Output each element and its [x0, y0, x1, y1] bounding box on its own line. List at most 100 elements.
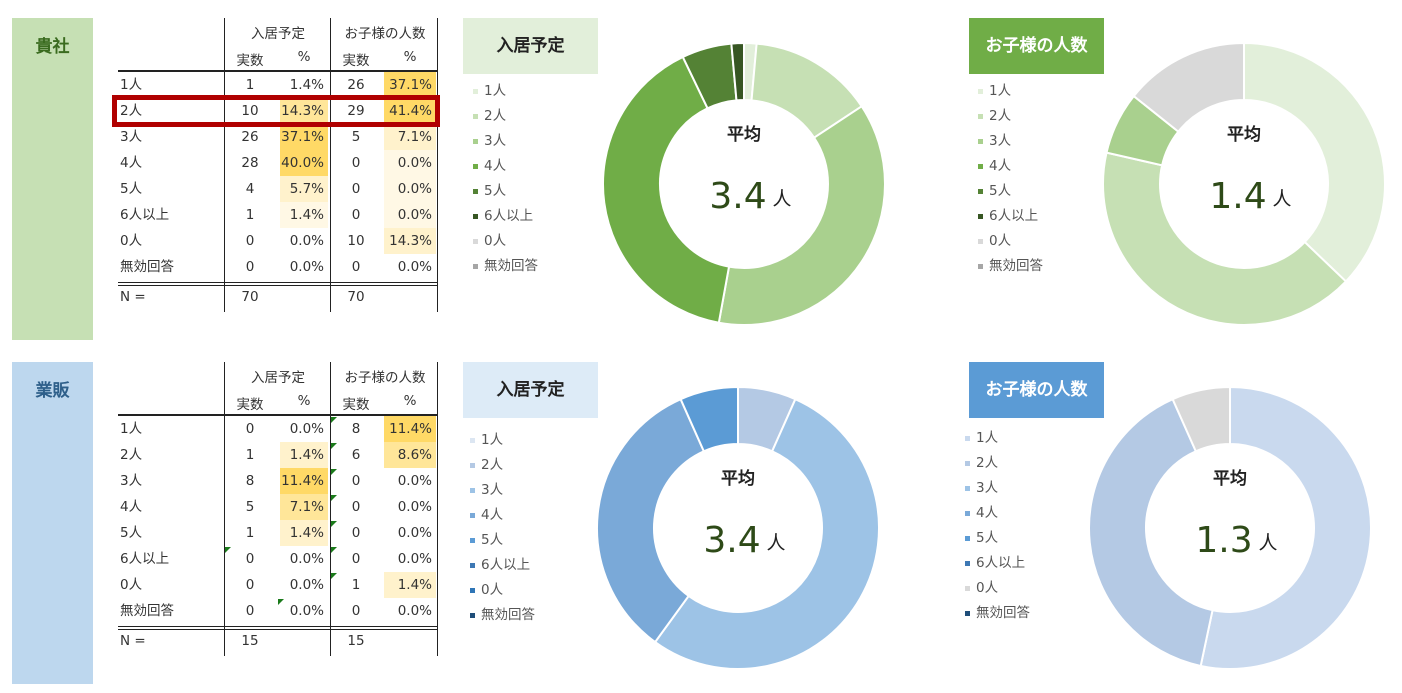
donut-chart: 平均 1.4 人 [1102, 41, 1386, 326]
cell-pct1: 1.4% [280, 442, 328, 468]
row-label: 4人 [120, 155, 143, 171]
legend-swatch [470, 437, 475, 443]
cell-pct1: 0.0% [289, 551, 324, 567]
table-row: 2人 10 14.3% 29 41.4% [118, 98, 438, 124]
legend-label: 1人 [976, 430, 999, 446]
cell-count2: 0 [351, 259, 361, 275]
comment-marker-icon [278, 599, 284, 605]
table-rule [118, 285, 438, 286]
legend-swatch [470, 512, 475, 518]
donut-slice [730, 41, 745, 102]
legend-label: 5人 [989, 183, 1012, 199]
table-kisha: 入居予定 お子様の人数 実数 % 実数 % 1人 1 1.4% 26 37.1%… [112, 18, 440, 318]
legend-label: 無効回答 [989, 258, 1043, 274]
header-pct: % [403, 393, 417, 409]
donut-chart: 平均 3.4 人 [596, 385, 880, 670]
cell-pct2: 0.0% [384, 202, 436, 228]
table-row: 0人 0 0.0% 1 1.4% [118, 572, 438, 598]
legend-item: 0人 [965, 576, 1030, 601]
cell-total1: 70 [241, 289, 259, 305]
cell-count2: 0 [351, 525, 361, 541]
legend-swatch [470, 487, 475, 493]
cell-count2: 0 [351, 603, 361, 619]
cell-count2: 5 [351, 129, 361, 145]
chart-legend: 1人 2人 3人 4人 5人 6人以上 0人 無効回答 [978, 79, 1043, 279]
legend-label: 3人 [989, 133, 1012, 149]
table-row: 4人 5 7.1% 0 0.0% [118, 494, 438, 520]
legend-swatch [470, 612, 475, 618]
comment-marker-icon [331, 417, 337, 423]
table-row: 1人 1 1.4% 26 37.1% [118, 72, 438, 98]
center-label: 平均 [727, 124, 761, 145]
legend-label: 0人 [481, 582, 504, 598]
section-tab-kisha: 貴社 [12, 18, 93, 340]
cell-count2: 6 [351, 447, 361, 463]
legend-label: 無効回答 [484, 258, 538, 274]
header-pct: % [403, 49, 417, 65]
row-label: 4人 [120, 499, 143, 515]
chart-title: 入居予定 [463, 18, 598, 74]
cell-count1: 26 [241, 129, 259, 145]
cell-count1: 5 [245, 499, 255, 515]
legend-label: 6人以上 [481, 557, 531, 573]
comment-marker-icon [331, 443, 337, 449]
header-pct: % [297, 49, 311, 65]
donut-slice [1243, 41, 1386, 283]
legend-swatch [965, 510, 970, 516]
cell-pct1: 37.1% [280, 124, 328, 150]
center-unit: 人 [1272, 188, 1291, 210]
table-rule [118, 629, 438, 630]
legend-item: 無効回答 [965, 601, 1030, 626]
section-label: 業販 [35, 381, 70, 401]
cell-pct1: 1.4% [280, 202, 328, 228]
legend-item: 3人 [978, 129, 1043, 154]
legend-label: 1人 [481, 432, 504, 448]
legend-label: 3人 [481, 482, 504, 498]
legend-item: 3人 [470, 478, 535, 503]
cell-count2: 0 [351, 551, 361, 567]
table-row: 5人 4 5.7% 0 0.0% [118, 176, 438, 202]
chart-legend: 1人 2人 3人 4人 5人 6人以上 0人 無効回答 [965, 426, 1030, 626]
legend-swatch [470, 562, 475, 568]
legend-item: 1人 [965, 426, 1030, 451]
legend-label: 2人 [484, 108, 507, 124]
table-row: 0人 0 0.0% 10 14.3% [118, 228, 438, 254]
row-label: 無効回答 [120, 259, 174, 275]
table-gyohan: 入居予定 お子様の人数 実数 % 実数 % 1人 0 0.0% 8 11.4% … [118, 362, 438, 662]
legend-swatch [473, 163, 478, 169]
legend-label: 4人 [481, 507, 504, 523]
center-label: 平均 [721, 468, 755, 489]
cell-total2: 15 [347, 633, 365, 649]
cell-count1: 0 [245, 551, 255, 567]
legend-item: 無効回答 [470, 603, 535, 628]
legend-swatch [965, 460, 970, 466]
table-row: 6人以上 0 0.0% 0 0.0% [118, 546, 438, 572]
chart-legend: 1人 2人 3人 4人 5人 6人以上 0人 無効回答 [473, 79, 538, 279]
chart-title: お子様の人数 [969, 18, 1104, 74]
legend-label: 6人以上 [976, 555, 1026, 571]
cell-pct2: 0.0% [397, 473, 432, 489]
legend-label: 2人 [989, 108, 1012, 124]
table-rule [330, 18, 331, 312]
legend-label: 無効回答 [481, 607, 535, 623]
legend-swatch [470, 537, 475, 543]
legend-swatch [978, 138, 983, 144]
legend-label: 1人 [989, 83, 1012, 99]
table-row: 3人 26 37.1% 5 7.1% [118, 124, 438, 150]
cell-count2: 1 [351, 577, 361, 593]
row-label: 1人 [120, 77, 143, 93]
donut-slice [602, 55, 731, 324]
cell-count1: 1 [245, 447, 255, 463]
header-count: 実数 [236, 397, 264, 413]
cell-pct1: 1.4% [289, 77, 324, 93]
legend-swatch [470, 587, 475, 593]
row-label: 2人 [120, 447, 143, 463]
comment-marker-icon [225, 547, 231, 553]
table-total-row: N = 15 15 [118, 628, 438, 654]
cell-total1: 15 [241, 633, 259, 649]
legend-label: 6人以上 [484, 208, 534, 224]
table-rule [224, 18, 225, 312]
cell-pct2: 11.4% [384, 416, 436, 442]
comment-marker-icon [331, 469, 337, 475]
cell-count1: 0 [245, 577, 255, 593]
